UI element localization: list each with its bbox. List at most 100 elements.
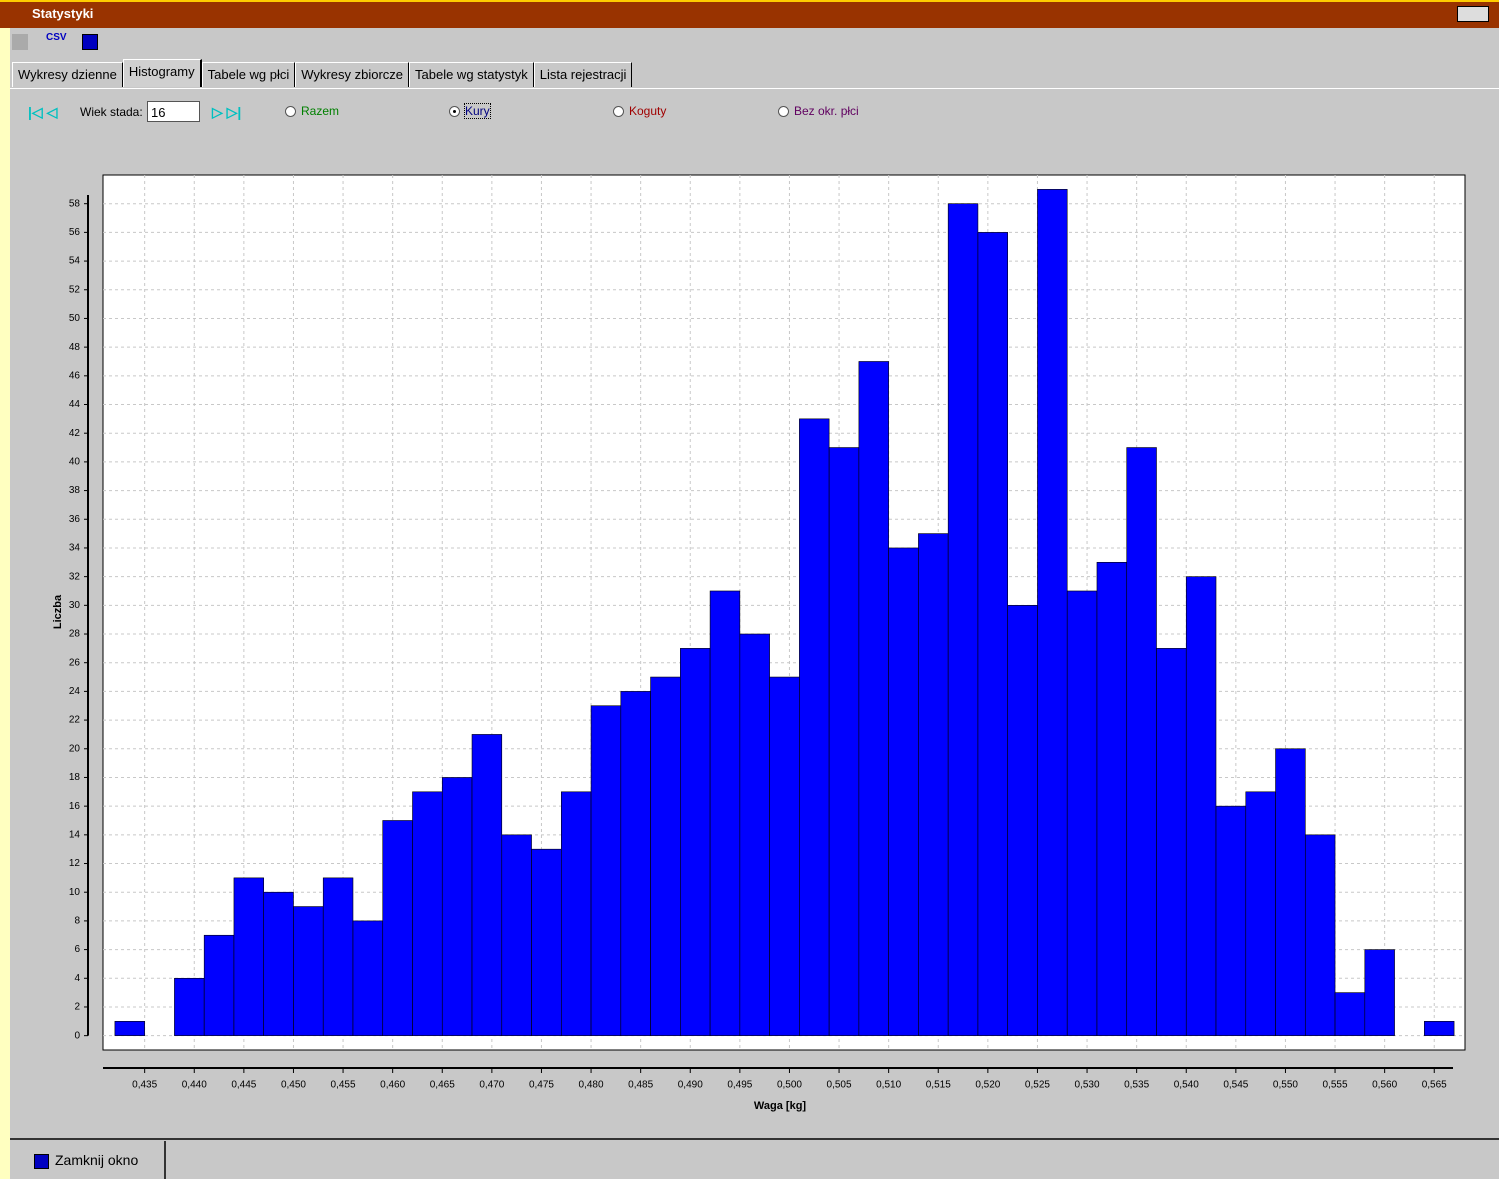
bar (680, 648, 711, 1036)
y-tick-label: 32 (69, 571, 81, 582)
y-tick-label: 54 (69, 256, 81, 267)
bar (1424, 1021, 1455, 1036)
bar (501, 834, 532, 1036)
print-icon[interactable] (12, 34, 28, 50)
y-tick-label: 48 (69, 342, 81, 353)
bar (1304, 834, 1336, 1036)
y-tick-label: 0 (74, 1030, 80, 1041)
x-tick-label: 0,450 (281, 1080, 306, 1091)
close-icon[interactable] (82, 34, 98, 50)
radio-circle (449, 106, 460, 118)
y-tick-label: 14 (69, 829, 81, 840)
radio[interactable]: Koguty (613, 104, 666, 118)
x-tick-label: 0,440 (182, 1080, 207, 1091)
tab[interactable]: Histogramy (122, 59, 202, 87)
tab[interactable]: Tabele wg płci (201, 62, 296, 87)
age-label: Wiek stada: (80, 105, 143, 119)
radio-label: Koguty (629, 104, 667, 118)
bar (947, 203, 979, 1036)
bar (1096, 561, 1128, 1036)
bar (441, 777, 473, 1036)
radio[interactable]: Kury (449, 103, 491, 119)
y-tick-label: 36 (69, 514, 81, 525)
bar (412, 791, 443, 1036)
x-tick-label: 0,500 (777, 1080, 802, 1091)
x-tick-label: 0,555 (1323, 1080, 1348, 1091)
x-tick-label: 0,460 (380, 1080, 405, 1091)
x-tick-label: 0,550 (1273, 1080, 1298, 1091)
x-tick-label: 0,470 (479, 1080, 504, 1091)
y-tick-label: 6 (74, 944, 80, 955)
bar (739, 633, 770, 1036)
window-title: Statystyki (32, 6, 94, 21)
tab[interactable]: Lista rejestracji (533, 62, 633, 87)
close-button[interactable]: Zamknij okno (10, 1141, 166, 1179)
nav-next-last[interactable]: ▷ ▷| (212, 104, 242, 120)
x-tick-label: 0,465 (430, 1080, 455, 1091)
bar (977, 232, 1008, 1036)
radio[interactable]: Bez okr. płci (778, 104, 859, 118)
x-tick-label: 0,485 (628, 1080, 653, 1091)
y-tick-label: 40 (69, 457, 81, 468)
y-tick-label: 44 (69, 399, 81, 410)
x-tick-label: 0,495 (727, 1080, 752, 1091)
tab[interactable]: Tabele wg statystyk (409, 62, 534, 87)
bar (590, 705, 622, 1036)
bar (1245, 791, 1276, 1036)
bar (322, 877, 354, 1036)
y-tick-label: 24 (69, 686, 81, 697)
chart-group: Waga [kg] Liczba 02468101214161820222426… (52, 174, 1466, 1112)
y-tick-label: 56 (69, 227, 81, 238)
bar (293, 906, 324, 1036)
csv-icon[interactable]: CSV (46, 32, 67, 43)
bar (1126, 447, 1157, 1036)
y-tick-label: 16 (69, 801, 81, 812)
x-tick-label: 0,505 (827, 1080, 852, 1091)
title-bar: Statystyki (0, 0, 1499, 28)
bar (828, 447, 860, 1036)
bar (263, 891, 294, 1036)
y-tick-label: 12 (69, 858, 81, 869)
radio[interactable]: Razem (285, 104, 339, 118)
y-tick-label: 20 (69, 743, 81, 754)
x-tick-label: 0,455 (331, 1080, 356, 1091)
y-tick-label: 26 (69, 657, 81, 668)
y-tick-label: 2 (74, 1002, 80, 1013)
bar (560, 791, 592, 1036)
controls-panel (10, 88, 1499, 161)
x-tick-label: 0,540 (1174, 1080, 1199, 1091)
bar (620, 691, 651, 1036)
x-tick-label: 0,475 (529, 1080, 554, 1091)
bar (1007, 605, 1038, 1036)
bar (203, 934, 235, 1036)
y-tick-label: 22 (69, 715, 81, 726)
bar (1066, 590, 1098, 1036)
bar (650, 676, 681, 1036)
x-tick-label: 0,520 (975, 1080, 1000, 1091)
age-combo[interactable]: 16 (147, 101, 200, 122)
tab[interactable]: Wykresy dzienne (12, 62, 123, 87)
bar (382, 820, 413, 1036)
x-tick-label: 0,560 (1372, 1080, 1397, 1091)
radio-circle (778, 106, 789, 118)
bar (769, 676, 800, 1036)
x-tick-label: 0,545 (1223, 1080, 1248, 1091)
tab[interactable]: Wykresy zbiorcze (295, 62, 410, 87)
x-tick-label: 0,435 (132, 1080, 157, 1091)
y-tick-label: 52 (69, 284, 81, 295)
bar (174, 977, 205, 1036)
y-tick-label: 30 (69, 600, 81, 611)
x-tick-label: 0,445 (231, 1080, 256, 1091)
nav-first-prev[interactable]: |◁ ◁ (28, 104, 58, 120)
y-tick-label: 10 (69, 887, 81, 898)
window-buttons[interactable] (1457, 6, 1489, 22)
footer (10, 1138, 1499, 1179)
bar (531, 848, 562, 1036)
bar (1215, 805, 1247, 1036)
x-tick-label: 0,530 (1075, 1080, 1100, 1091)
y-tick-label: 50 (69, 313, 81, 324)
x-axis-label: Waga [kg] (754, 1100, 806, 1112)
radio-circle (285, 106, 296, 118)
bar (471, 734, 503, 1036)
